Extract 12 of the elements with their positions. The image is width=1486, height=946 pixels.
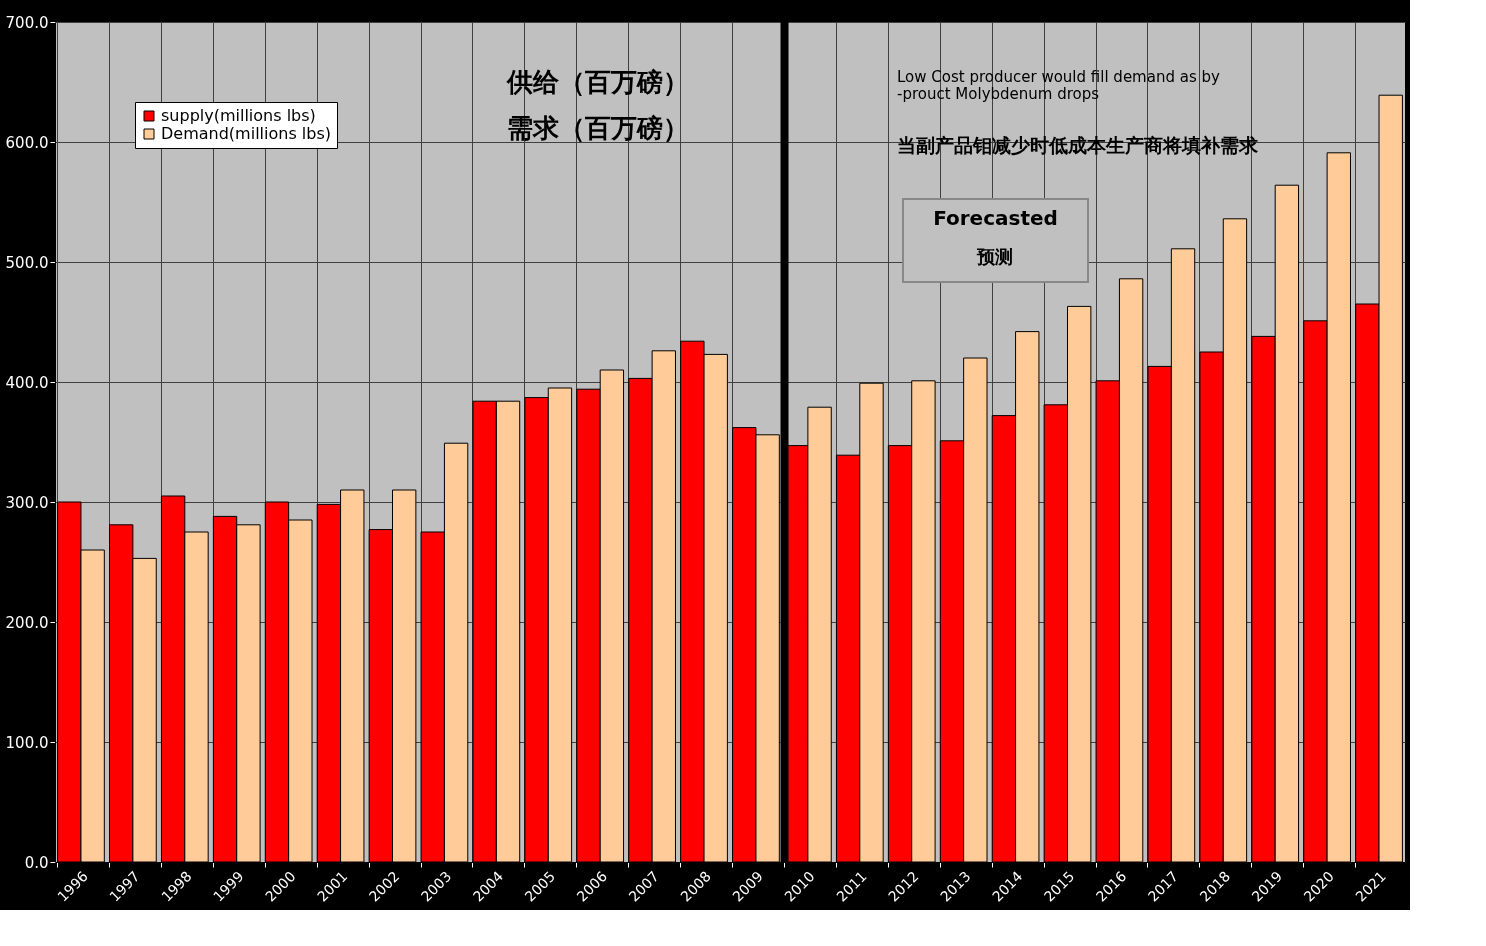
- legend-label: supply(millions lbs): [161, 106, 316, 125]
- y-tick-label: 500.0: [5, 253, 49, 272]
- legend-label: Demand(millions lbs): [161, 124, 331, 143]
- annotation: 预测: [976, 246, 1013, 267]
- y-tick-label: 700.0: [5, 13, 49, 32]
- y-tick-label: 100.0: [5, 733, 49, 752]
- annotation: Forecasted: [933, 206, 1058, 230]
- y-tick-label: 600.0: [5, 133, 49, 152]
- y-tick-label: 200.0: [5, 613, 49, 632]
- y-tick-label: 300.0: [5, 493, 49, 512]
- y-tick-label: 400.0: [5, 373, 49, 392]
- y-tick-label: 0.0: [24, 853, 49, 872]
